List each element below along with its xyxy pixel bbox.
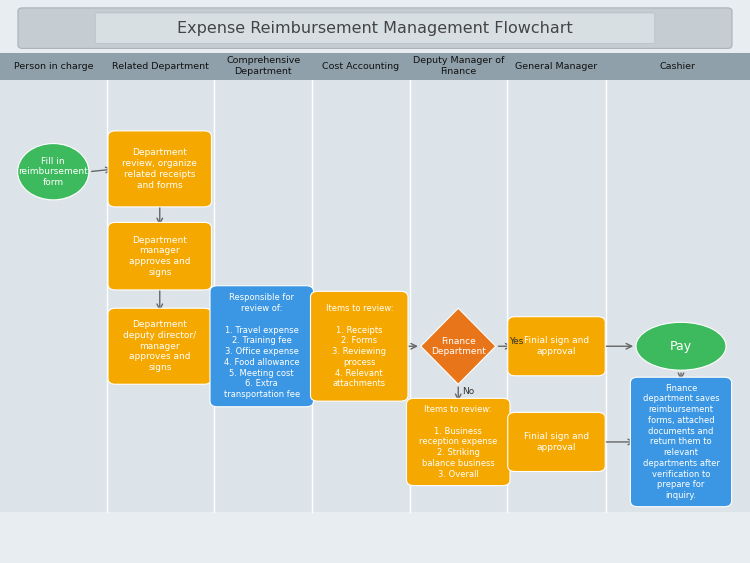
Text: Finance
department saves
reimbursement
forms, attached
documents and
return them: Finance department saves reimbursement f…: [643, 384, 719, 500]
Ellipse shape: [636, 322, 726, 370]
FancyBboxPatch shape: [310, 292, 408, 401]
FancyBboxPatch shape: [108, 308, 211, 384]
FancyBboxPatch shape: [108, 222, 211, 290]
Text: Department
review, organize
related receipts
and forms: Department review, organize related rece…: [122, 148, 197, 190]
Text: Items to review:

1. Receipts
2. Forms
3. Reviewing
process
4. Relevant
attachme: Items to review: 1. Receipts 2. Forms 3.…: [326, 304, 393, 388]
FancyBboxPatch shape: [18, 8, 732, 48]
FancyBboxPatch shape: [508, 316, 605, 376]
Text: Comprehensive
Department: Comprehensive Department: [226, 56, 300, 77]
Text: Fill in
reimbursement
form: Fill in reimbursement form: [18, 157, 88, 186]
Text: Finance
Department: Finance Department: [430, 337, 486, 356]
Text: Related Department: Related Department: [112, 62, 209, 71]
Text: Deputy Manager of
Finance: Deputy Manager of Finance: [413, 56, 504, 77]
Text: Expense Reimbursement Management Flowchart: Expense Reimbursement Management Flowcha…: [177, 21, 573, 35]
Text: No: No: [462, 387, 474, 396]
Text: Yes: Yes: [509, 337, 524, 346]
Text: Person in charge: Person in charge: [13, 62, 93, 71]
Text: Department
manager
approves and
signs: Department manager approves and signs: [129, 235, 190, 277]
Text: Cashier: Cashier: [660, 62, 696, 71]
FancyBboxPatch shape: [508, 412, 605, 472]
Text: Department
deputy director/
manager
approves and
signs: Department deputy director/ manager appr…: [123, 320, 196, 372]
FancyBboxPatch shape: [108, 131, 211, 207]
Text: Finial sign and
approval: Finial sign and approval: [524, 336, 589, 356]
Text: Cost Accounting: Cost Accounting: [322, 62, 399, 71]
Text: Items to review:

1. Business
reception expense
2. Striking
balance business
3. : Items to review: 1. Business reception e…: [419, 405, 497, 479]
FancyBboxPatch shape: [0, 80, 750, 512]
Text: General Manager: General Manager: [515, 62, 598, 71]
FancyBboxPatch shape: [210, 286, 314, 406]
FancyBboxPatch shape: [406, 399, 510, 485]
Ellipse shape: [17, 144, 88, 200]
Polygon shape: [421, 308, 496, 384]
Text: Responsible for
review of:

1. Travel expense
2. Training fee
3. Office expense
: Responsible for review of: 1. Travel exp…: [224, 293, 300, 399]
FancyBboxPatch shape: [630, 377, 731, 507]
FancyBboxPatch shape: [0, 53, 750, 80]
Text: Finial sign and
approval: Finial sign and approval: [524, 432, 589, 452]
FancyBboxPatch shape: [95, 13, 655, 43]
Text: Pay: Pay: [670, 339, 692, 353]
